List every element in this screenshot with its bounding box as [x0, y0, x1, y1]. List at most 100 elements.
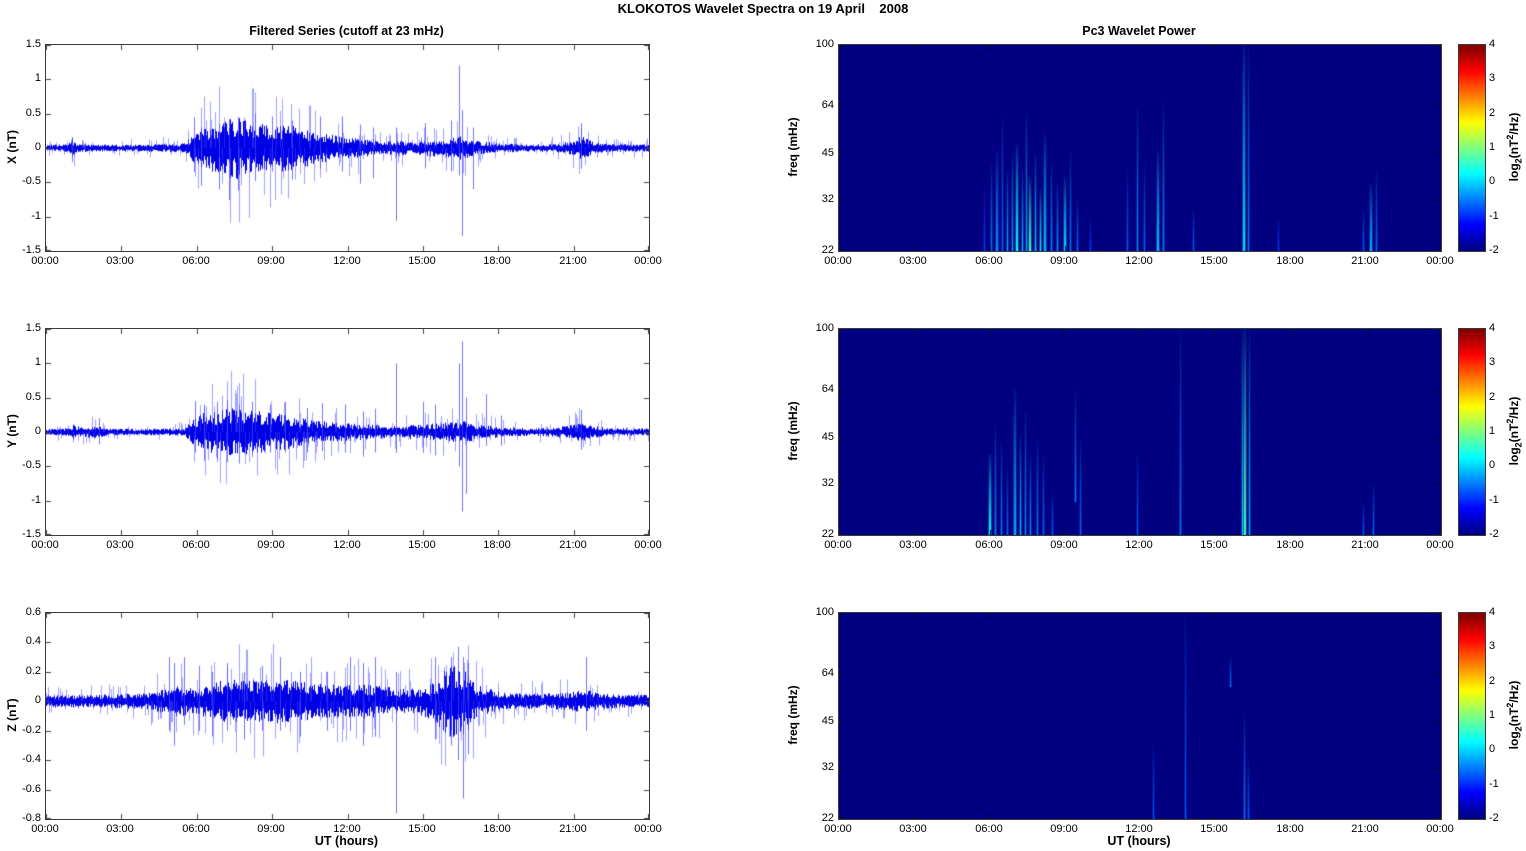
left-column-title: Filtered Series (cutoff at 23 mHz)	[249, 24, 444, 38]
colorbar-tick-label: 4	[1489, 606, 1496, 618]
x-tick-label: 00:00	[634, 539, 662, 551]
colorbar-tick-label: -2	[1489, 528, 1499, 540]
x-tick-label: 00:00	[824, 539, 852, 551]
colorbar-tick-label: 2	[1489, 675, 1496, 687]
y-tick-label: 0	[34, 141, 41, 153]
y-tick-label: 0	[34, 425, 41, 437]
x-tick-label: 06:00	[182, 823, 210, 835]
figure-title: KLOKOTOS Wavelet Spectra on 19 April 200…	[617, 1, 909, 16]
y-tick-label: 1	[34, 72, 41, 84]
x-tick-label: 15:00	[408, 539, 436, 551]
y-tick-label: 0.5	[25, 391, 41, 403]
colorbar-tick-label: 4	[1489, 38, 1496, 50]
colorbar-tick-label: -1	[1489, 494, 1499, 506]
colorbar-tick-label: 0	[1489, 743, 1496, 755]
colorbar-tick-label: 0	[1489, 459, 1496, 471]
y-tick-label: -0.5	[22, 175, 41, 187]
x-tick-label: 06:00	[975, 823, 1003, 835]
x-tick-label: 06:00	[975, 255, 1003, 267]
colorbar-tick-label: -1	[1489, 210, 1499, 222]
x-tick-label: 06:00	[182, 539, 210, 551]
x-tick-label: 21:00	[559, 255, 587, 267]
y-tick-label: 22	[821, 244, 834, 256]
y-tick-label: -1.5	[22, 528, 41, 540]
x-tick-label: 21:00	[559, 539, 587, 551]
y-tick-label: 0.5	[25, 107, 41, 119]
x-tick-label: 03:00	[106, 539, 134, 551]
x-tick-label: 06:00	[975, 539, 1003, 551]
x-wavelet-spectrogram	[838, 44, 1442, 252]
y-tick-label: 22	[821, 528, 834, 540]
y-tick-label: -0.4	[22, 753, 41, 765]
y-tick-label: 22	[821, 812, 834, 824]
x-tick-label: 03:00	[899, 255, 927, 267]
x-tick-label: 03:00	[899, 539, 927, 551]
x-tick-label: 03:00	[106, 823, 134, 835]
colorbar-tick-label: 3	[1489, 356, 1496, 368]
right-column-title: Pc3 Wavelet Power	[1082, 24, 1196, 38]
y-tick-label: -1	[31, 494, 41, 506]
x-tick-label: 03:00	[899, 823, 927, 835]
y-tick-label: 0.4	[25, 635, 41, 647]
y-tick-label: -1	[31, 210, 41, 222]
x-tick-label: 21:00	[1351, 823, 1379, 835]
x-tick-label: 15:00	[408, 823, 436, 835]
x-tick-label: 12:00	[333, 539, 361, 551]
x-tick-label: 15:00	[1200, 823, 1228, 835]
x-tick-label: 00:00	[824, 255, 852, 267]
y-tick-label: 100	[815, 322, 834, 334]
x-tick-label: 00:00	[31, 539, 59, 551]
x-tick-label: 09:00	[257, 823, 285, 835]
x-tick-label: 21:00	[1351, 255, 1379, 267]
x-tick-label: 18:00	[1276, 539, 1304, 551]
y-tick-label: 32	[821, 477, 834, 489]
y-tick-label: 0	[34, 694, 41, 706]
x-tick-label: 15:00	[408, 255, 436, 267]
y-tick-label: 64	[821, 667, 834, 679]
colorbar-tick-label: 3	[1489, 72, 1496, 84]
x-tick-label: 12:00	[1125, 823, 1153, 835]
y-tick-label: -0.2	[22, 724, 41, 736]
colorbar-tick-label: 1	[1489, 425, 1496, 437]
x-tick-label: 09:00	[1050, 255, 1078, 267]
x-tick-label: 18:00	[1276, 255, 1304, 267]
y-series-plot	[45, 328, 650, 536]
x-tick-label: 00:00	[1426, 255, 1454, 267]
colorbar-tick-label: 1	[1489, 709, 1496, 721]
colorbar-tick-label: -1	[1489, 778, 1499, 790]
x-tick-label: 15:00	[1200, 539, 1228, 551]
colorbar-tick-label: 0	[1489, 175, 1496, 187]
x-tick-label: 18:00	[483, 255, 511, 267]
z-wavelet-spectrogram	[838, 612, 1442, 820]
colorbar-y	[1458, 328, 1486, 536]
y-tick-label: 100	[815, 606, 834, 618]
y-tick-label: 45	[821, 431, 834, 443]
x-tick-label: 21:00	[559, 823, 587, 835]
ut-hours-label-right: UT (hours)	[1107, 834, 1171, 848]
y-tick-label: 45	[821, 715, 834, 727]
x-tick-label: 18:00	[1276, 823, 1304, 835]
x-tick-label: 00:00	[31, 823, 59, 835]
y-tick-label: 64	[821, 99, 834, 111]
x-tick-label: 06:00	[182, 255, 210, 267]
colorbar-z	[1458, 612, 1486, 820]
x-tick-label: 00:00	[824, 823, 852, 835]
colorbar-tick-label: 2	[1489, 391, 1496, 403]
y-tick-label: 0.2	[25, 665, 41, 677]
x-series-plot	[45, 44, 650, 252]
y-tick-label: 32	[821, 193, 834, 205]
y-tick-label: 1.5	[25, 322, 41, 334]
y-tick-label: -0.5	[22, 459, 41, 471]
y-tick-label: -1.5	[22, 244, 41, 256]
x-tick-label: 00:00	[634, 823, 662, 835]
y-tick-label: 32	[821, 761, 834, 773]
x-tick-label: 21:00	[1351, 539, 1379, 551]
y-tick-label: 1.5	[25, 38, 41, 50]
x-tick-label: 09:00	[257, 255, 285, 267]
y-tick-label: -0.8	[22, 812, 41, 824]
y-tick-label: 0.6	[25, 606, 41, 618]
x-tick-label: 09:00	[257, 539, 285, 551]
z-series-plot	[45, 612, 650, 820]
x-tick-label: 00:00	[31, 255, 59, 267]
